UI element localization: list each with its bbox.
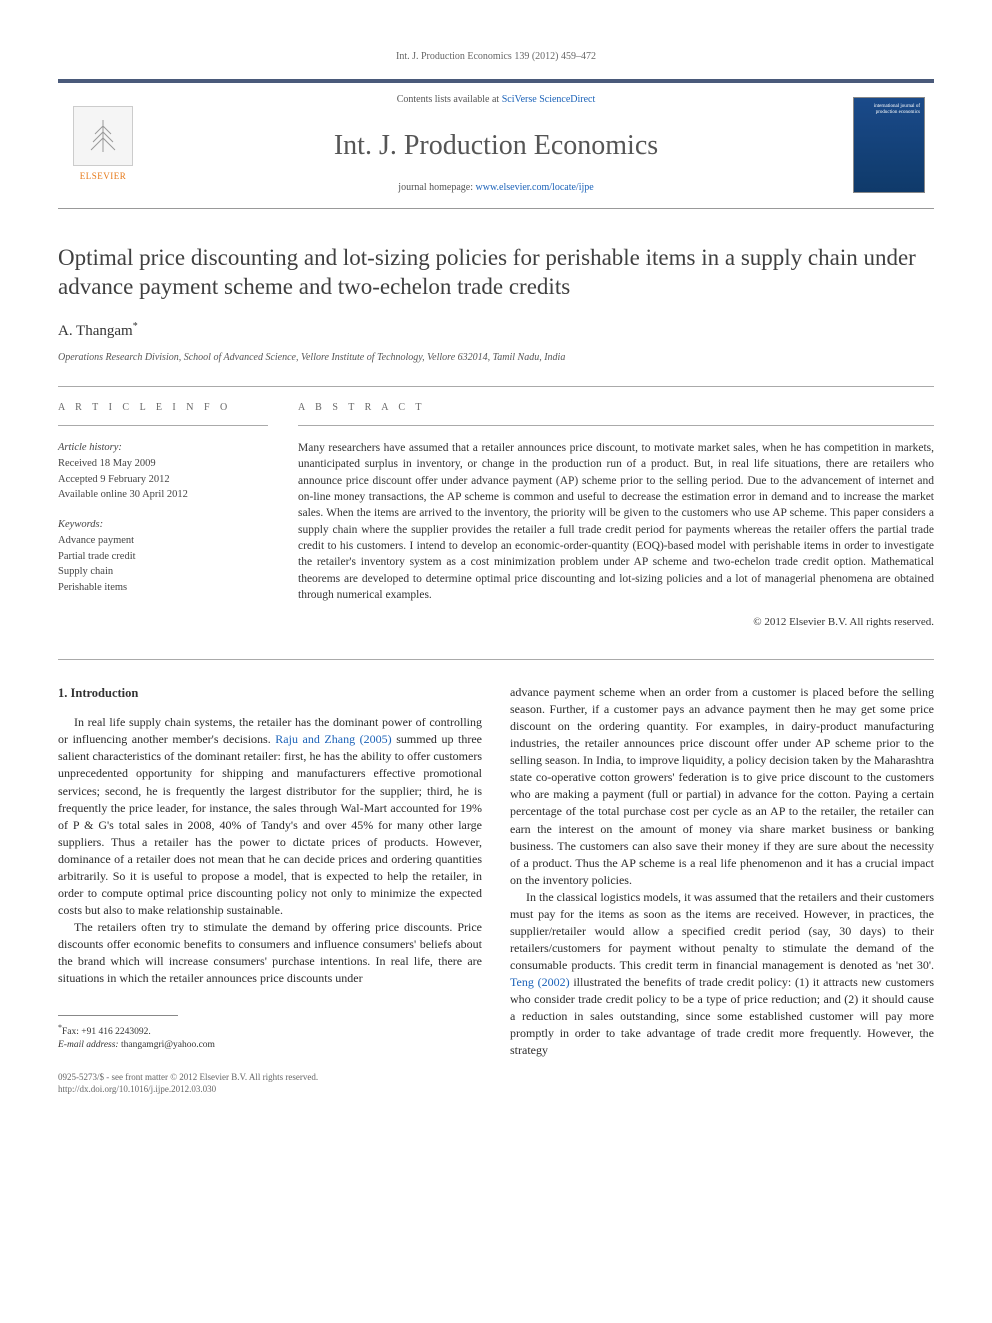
body-paragraph: The retailers often try to stimulate the… bbox=[58, 919, 482, 987]
footnote-rule bbox=[58, 1015, 178, 1016]
para-text: In the classical logistics models, it wa… bbox=[510, 890, 934, 972]
masthead-right: international journal of production econ… bbox=[844, 83, 934, 208]
homepage-line: journal homepage: www.elsevier.com/locat… bbox=[158, 181, 834, 196]
body-columns: 1. Introduction In real life supply chai… bbox=[58, 659, 934, 1095]
body-col-right: advance payment scheme when an order fro… bbox=[510, 684, 934, 1095]
cover-thumb-text: international journal of production econ… bbox=[858, 104, 920, 116]
contents-prefix: Contents lists available at bbox=[397, 94, 502, 105]
body-paragraph: In real life supply chain systems, the r… bbox=[58, 714, 482, 918]
contents-line: Contents lists available at SciVerse Sci… bbox=[158, 93, 834, 108]
section-heading: 1. Introduction bbox=[58, 684, 482, 702]
history-line: Received 18 May 2009 bbox=[58, 456, 268, 472]
abstract-text: Many researchers have assumed that a ret… bbox=[298, 440, 934, 603]
bottom-meta: 0925-5273/$ - see front matter © 2012 El… bbox=[58, 1071, 482, 1095]
fax-label: Fax: bbox=[62, 1027, 81, 1037]
para-text: summed up three salient characteristics … bbox=[58, 732, 482, 916]
author-name: A. Thangam bbox=[58, 323, 133, 339]
keyword: Partial trade credit bbox=[58, 549, 268, 565]
doi-line: http://dx.doi.org/10.1016/j.ijpe.2012.03… bbox=[58, 1083, 482, 1095]
publisher-name: ELSEVIER bbox=[80, 170, 127, 183]
keywords-block: Keywords: Advance payment Partial trade … bbox=[58, 517, 268, 596]
publisher-logo-block: ELSEVIER bbox=[58, 83, 148, 208]
article-title: Optimal price discounting and lot-sizing… bbox=[58, 243, 934, 303]
history-block: Article history: Received 18 May 2009 Ac… bbox=[58, 440, 268, 503]
keyword: Advance payment bbox=[58, 533, 268, 549]
keywords-label: Keywords: bbox=[58, 517, 268, 533]
issn-line: 0925-5273/$ - see front matter © 2012 El… bbox=[58, 1071, 482, 1083]
abstract-copyright: © 2012 Elsevier B.V. All rights reserved… bbox=[298, 615, 934, 631]
para-text: illustrated the benefits of trade credit… bbox=[510, 975, 934, 1057]
body-col-left: 1. Introduction In real life supply chai… bbox=[58, 684, 482, 1095]
authors: A. Thangam* bbox=[58, 320, 934, 343]
fax-value: +91 416 2243092. bbox=[81, 1027, 150, 1037]
body-paragraph: In the classical logistics models, it wa… bbox=[510, 889, 934, 1059]
email-label: E-mail address: bbox=[58, 1040, 121, 1050]
history-line: Available online 30 April 2012 bbox=[58, 487, 268, 503]
keyword: Supply chain bbox=[58, 564, 268, 580]
journal-cover-thumb: international journal of production econ… bbox=[853, 97, 925, 193]
article-info-heading: A R T I C L E I N F O bbox=[58, 401, 268, 427]
homepage-link[interactable]: www.elsevier.com/locate/ijpe bbox=[476, 182, 594, 193]
citation-link[interactable]: Raju and Zhang (2005) bbox=[275, 732, 391, 746]
citation-header: Int. J. Production Economics 139 (2012) … bbox=[58, 50, 934, 65]
author-marker: * bbox=[133, 321, 138, 332]
article-info-col: A R T I C L E I N F O Article history: R… bbox=[58, 401, 268, 632]
history-line: Accepted 9 February 2012 bbox=[58, 472, 268, 488]
abstract-col: A B S T R A C T Many researchers have as… bbox=[298, 401, 934, 632]
masthead-center: Contents lists available at SciVerse Sci… bbox=[148, 83, 844, 208]
citation-link[interactable]: Teng (2002) bbox=[510, 975, 570, 989]
affiliation: Operations Research Division, School of … bbox=[58, 351, 934, 366]
body-paragraph: advance payment scheme when an order fro… bbox=[510, 684, 934, 888]
homepage-prefix: journal homepage: bbox=[398, 182, 475, 193]
masthead: ELSEVIER Contents lists available at Sci… bbox=[58, 79, 934, 209]
meta-row: A R T I C L E I N F O Article history: R… bbox=[58, 386, 934, 632]
abstract-heading: A B S T R A C T bbox=[298, 401, 934, 427]
history-label: Article history: bbox=[58, 440, 268, 456]
keyword: Perishable items bbox=[58, 580, 268, 596]
elsevier-tree-icon bbox=[73, 106, 133, 166]
footnote: *Fax: +91 416 2243092. E-mail address: t… bbox=[58, 1022, 482, 1053]
journal-name: Int. J. Production Economics bbox=[158, 126, 834, 167]
email-value: thangamgri@yahoo.com bbox=[121, 1040, 215, 1050]
sciencedirect-link[interactable]: SciVerse ScienceDirect bbox=[502, 94, 596, 105]
